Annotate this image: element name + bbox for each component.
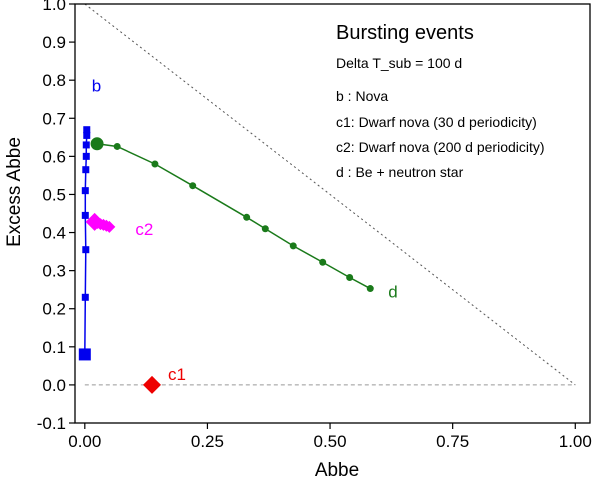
- data-point-b: [82, 166, 90, 174]
- data-point-d: [243, 213, 251, 221]
- data-point-d: [90, 137, 104, 151]
- y-tick-label: 0.9: [42, 33, 66, 52]
- x-tick-label: 0.50: [314, 432, 347, 451]
- y-tick-label: -0.1: [37, 414, 66, 433]
- y-tick-label: 0.1: [42, 338, 66, 357]
- data-point-d: [261, 225, 269, 233]
- series-layer: [78, 126, 374, 394]
- data-point-c2: [103, 220, 116, 233]
- x-axis: 0.00 0.25 0.50 0.75 1.00: [68, 423, 592, 451]
- chart-title: Bursting events: [336, 22, 474, 44]
- y-tick-label: 0.6: [42, 147, 66, 166]
- legend-line-d: d : Be + neutron star: [336, 164, 464, 180]
- data-point-b: [83, 126, 91, 134]
- y-axis: -0.1 0.0 0.1 0.2 0.3 0.4 0.5 0.6 0.7 0.8 0.9 1.0: [37, 0, 75, 433]
- data-point-d: [113, 142, 121, 150]
- legend-line-c2: c2: Dwarf nova (200 d periodicity): [336, 139, 545, 155]
- series-c1: [143, 375, 162, 394]
- series-b-line: [84, 129, 88, 355]
- y-tick-label: 0.7: [42, 109, 66, 128]
- data-point-c1: [143, 375, 162, 394]
- y-tick-label: 0.8: [42, 71, 66, 90]
- data-point-b: [83, 131, 91, 139]
- series-label-d: d: [388, 283, 397, 302]
- series-label-c1: c1: [168, 365, 186, 384]
- y-axis-label: Excess Abbe: [4, 137, 25, 247]
- data-point-b: [82, 141, 90, 149]
- data-point-b: [82, 152, 90, 160]
- series-label-c2: c2: [135, 220, 153, 239]
- y-tick-label: 0.4: [42, 224, 66, 243]
- legend-line-c1: c1: Dwarf nova (30 d periodicity): [336, 114, 537, 130]
- plot-frame: [74, 3, 591, 424]
- data-point-b: [81, 211, 89, 219]
- y-tick-label: 1.0: [42, 0, 66, 14]
- data-point-b: [81, 293, 89, 301]
- data-point-b: [78, 348, 91, 361]
- chart-subtitle: Delta T_sub = 100 d: [336, 55, 462, 71]
- data-point-b: [82, 246, 90, 254]
- series-labels: b c1 c2 d: [92, 77, 398, 384]
- x-axis-label: Abbe: [315, 460, 359, 481]
- x-tick-label: 0.00: [68, 432, 101, 451]
- data-point-d: [289, 242, 297, 250]
- data-point-d: [319, 258, 327, 266]
- series-d-line: [96, 143, 371, 290]
- series-label-b: b: [92, 77, 101, 96]
- data-point-b: [81, 187, 89, 195]
- x-tick-label: 1.00: [559, 432, 592, 451]
- data-point-d: [366, 285, 374, 293]
- series-d: [90, 137, 374, 293]
- x-tick-label: 0.75: [436, 432, 469, 451]
- y-tick-label: 0.5: [42, 185, 66, 204]
- x-tick-label: 0.25: [191, 432, 224, 451]
- series-c2: [85, 212, 116, 233]
- data-point-d: [151, 160, 159, 168]
- legend-line-b: b : Nova: [336, 88, 388, 104]
- series-b: [78, 126, 91, 361]
- data-point-d: [189, 182, 197, 190]
- reference-lines: [84, 3, 576, 386]
- upper-bound-line: [84, 3, 576, 386]
- y-tick-label: 0.0: [42, 376, 66, 395]
- y-tick-label: 0.3: [42, 262, 66, 281]
- y-tick-label: 0.2: [42, 300, 66, 319]
- data-point-d: [346, 273, 354, 281]
